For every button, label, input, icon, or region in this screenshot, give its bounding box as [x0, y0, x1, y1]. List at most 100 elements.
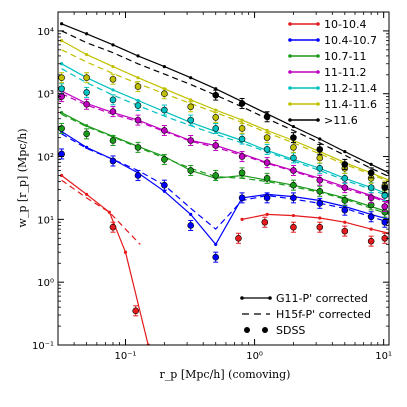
sdss-point	[290, 134, 297, 141]
g11-point	[343, 220, 347, 224]
sdss-point	[238, 100, 246, 107]
sdss-point	[261, 218, 269, 226]
sdss-point	[290, 167, 297, 174]
legend-label: 11.2-11.4	[324, 82, 377, 95]
legend-swatch-dot	[288, 38, 292, 42]
sdss-point	[341, 197, 349, 204]
sdss-point	[381, 203, 389, 210]
legend-swatch-dot	[288, 86, 292, 90]
g11-point	[85, 192, 89, 196]
g11-point	[60, 173, 64, 178]
sdss-point	[83, 130, 90, 138]
series-0	[60, 173, 389, 345]
legend-swatch-dot	[316, 102, 320, 106]
sdss-point	[134, 102, 142, 109]
g11-point	[85, 145, 89, 149]
legend-sdss-dot	[262, 327, 268, 333]
x-axis-label: r_p [Mpc/h] (comoving)	[160, 368, 291, 381]
g11-point	[136, 76, 140, 80]
g11-point	[123, 250, 128, 254]
sdss-point	[238, 135, 246, 143]
g11-point	[189, 98, 193, 102]
sdss-point	[263, 146, 271, 153]
g11-point	[60, 39, 64, 43]
legend-swatch-dot	[288, 102, 292, 106]
sdss-point	[109, 75, 117, 83]
plot-frame	[57, 11, 390, 346]
y-tick-label: 10⁴	[37, 27, 54, 38]
sdss-point	[290, 223, 297, 231]
g11-line	[61, 40, 389, 181]
sdss-point	[212, 172, 220, 179]
sdss-point	[341, 184, 349, 191]
sdss-point	[134, 116, 142, 124]
legend-label: 11.4-11.6	[324, 98, 377, 111]
g11-point	[318, 137, 322, 141]
legend-label: 10.4-10.7	[324, 34, 377, 47]
sdss-point	[212, 125, 220, 132]
legend-swatch-dot	[288, 54, 292, 58]
sdss-point	[109, 157, 117, 165]
legend-g11-dot	[268, 296, 272, 300]
sdss-point	[367, 194, 375, 202]
g11-point	[189, 76, 193, 80]
sdss-point	[161, 156, 168, 163]
sdss-point	[316, 187, 324, 195]
h15-line	[61, 133, 389, 230]
g11-point	[85, 124, 89, 128]
legend-label: 10-10.4	[324, 18, 366, 31]
sdss-point	[290, 154, 297, 162]
g11-point	[162, 65, 166, 69]
sdss-point	[187, 222, 194, 229]
g11-line	[61, 90, 389, 203]
sdss-point	[109, 96, 117, 104]
x-tick-label: 10⁻¹	[114, 351, 136, 362]
sdss-point	[134, 144, 142, 151]
y-tick-label: 10⁰	[37, 278, 54, 289]
sdss-point	[187, 103, 194, 111]
legend-swatch-dot	[288, 70, 292, 74]
y-tick-label: 10³	[37, 90, 54, 101]
sdss-point	[212, 91, 220, 99]
g11-point	[111, 65, 115, 69]
sdss-point	[187, 167, 194, 174]
sdss-point	[161, 127, 168, 134]
style-legend: G11-P' corrected H15f-P' corrected SDSS	[240, 292, 371, 337]
sdss-point	[316, 200, 324, 207]
g11-point	[60, 22, 64, 26]
h15-line	[61, 30, 389, 178]
h15-line	[61, 179, 141, 245]
sdss-point	[161, 181, 168, 189]
sdss-point	[83, 74, 90, 81]
sdss-point	[316, 146, 324, 153]
y-tick-label: 10⁻¹	[32, 341, 54, 352]
sdss-point	[134, 83, 142, 90]
sdss-point	[263, 159, 271, 166]
sdss-point	[58, 150, 65, 158]
g11-point	[189, 212, 193, 216]
sdss-point	[263, 134, 271, 141]
sdss-point	[235, 234, 242, 242]
sdss-point	[367, 184, 375, 191]
legend-style-label: SDSS	[276, 324, 305, 337]
series-legend: 10-10.4 10.4-10.7 10.7-11 11-11.2 11.2-11.4 1…	[288, 18, 377, 127]
sdss-point	[109, 223, 117, 231]
g11-line	[61, 23, 389, 174]
legend-swatch-dot	[316, 70, 320, 74]
y-tick-label: 10²	[37, 153, 54, 164]
sdss-point	[238, 125, 246, 132]
g11-point	[343, 149, 347, 154]
legend-sdss-dot	[244, 327, 250, 333]
x-tick-label: 10¹	[375, 351, 392, 362]
sdss-point	[316, 154, 324, 162]
g11-point	[240, 217, 244, 221]
sdss-point	[238, 153, 246, 160]
sdss-point	[290, 194, 297, 202]
g11-point	[85, 52, 89, 57]
sdss-point	[263, 113, 271, 121]
sdss-point	[212, 114, 220, 121]
g11-point	[111, 88, 115, 92]
h15-line	[61, 49, 389, 183]
sdss-point	[238, 169, 246, 177]
legend-swatch-dot	[288, 118, 292, 122]
